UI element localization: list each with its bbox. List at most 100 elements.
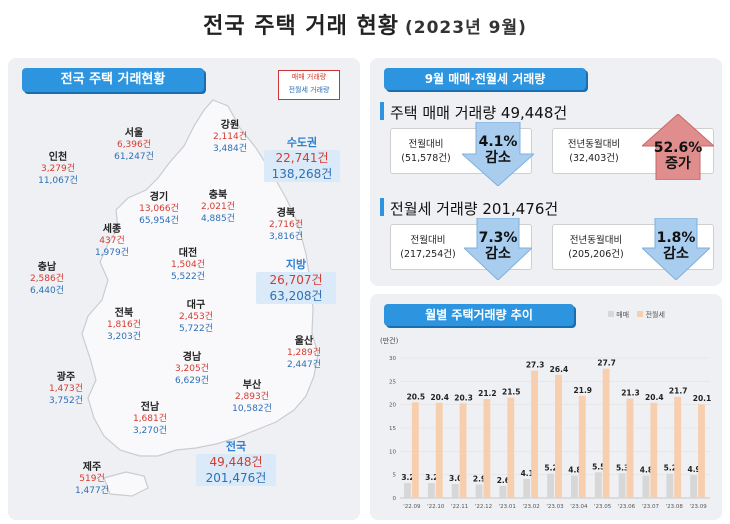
- bar-sale: [523, 478, 531, 498]
- x-tick-label: '23.09: [689, 504, 707, 510]
- region-lease: 65,954건: [139, 216, 179, 226]
- bar-label: 26.4: [550, 365, 569, 374]
- region-lease: 6,440건: [29, 286, 65, 296]
- y-tick-label: 25: [389, 379, 396, 385]
- bar-lease: [578, 395, 586, 498]
- jeju-island: [103, 471, 149, 497]
- x-tick-label: '22.09: [403, 504, 421, 510]
- region-name: 부산: [242, 380, 262, 391]
- region-lease: 6,629건: [174, 376, 210, 386]
- sale-section-title: 주택 매매 거래량 49,448건: [390, 104, 568, 122]
- page-title-main: 전국 주택 거래 현황: [203, 14, 399, 39]
- bar-sale: [451, 484, 459, 498]
- x-tick-label: '23.02: [523, 504, 540, 510]
- region-sale: 2,114건: [212, 132, 248, 142]
- legend-sale-swatch: [608, 311, 614, 317]
- bar-lease: [674, 396, 682, 498]
- region-name: 인천: [48, 152, 68, 163]
- region-sale: 3,205건: [174, 364, 210, 374]
- region-gangwon: 강원 2,114건 3,484건: [200, 116, 260, 155]
- bar-lease: [459, 403, 467, 498]
- bar-label: 27.7: [597, 359, 616, 368]
- region-name: 경남: [182, 352, 202, 363]
- aggregate-nation: 전국 49,448건 201,476건: [196, 438, 276, 486]
- region-lease: 1,979건: [94, 248, 130, 258]
- bar-lease: [435, 402, 443, 498]
- lease-yoy-dir: 감소: [663, 246, 689, 262]
- bar-label: 2.6: [497, 476, 510, 485]
- region-name: 경기: [149, 192, 169, 203]
- sale-mom-pct: 4.1%: [478, 134, 518, 150]
- x-tick-label: '23.01: [499, 504, 516, 510]
- bar-label: 4.9: [687, 465, 700, 474]
- bar-sale: [570, 475, 578, 498]
- region-lease: 3,203건: [106, 332, 142, 342]
- bar-label: 20.1: [693, 394, 712, 403]
- lease-yoy-pct: 1.8%: [656, 230, 696, 246]
- region-daejeon: 대전 1,504건 5,522건: [160, 244, 216, 283]
- region-lease: 3,484건: [212, 144, 248, 154]
- bar-label: 5.2: [544, 464, 557, 473]
- bar-lease: [650, 402, 658, 498]
- region-sale: 1,816건: [106, 320, 142, 330]
- page-title: 전국 주택 거래 현황 (2023년 9월): [0, 8, 730, 40]
- bar-sale: [642, 475, 650, 498]
- region-name: 충북: [208, 190, 228, 201]
- y-tick-label: 5: [393, 473, 397, 479]
- aggregate-sale: 26,707건: [269, 273, 323, 287]
- bar-label: 21.5: [502, 388, 521, 397]
- lease-yoy-label: 전년동월대비: [569, 235, 623, 246]
- region-name: 대구: [186, 300, 206, 311]
- region-name: 울산: [294, 336, 314, 347]
- sale-mom-label: 전월대비: [408, 139, 444, 150]
- korea-map: [81, 99, 319, 497]
- region-sale: 2,021건: [200, 202, 236, 212]
- region-lease: 3,816건: [268, 232, 304, 242]
- bar-label: 5.5: [592, 462, 605, 471]
- legend-lease-label: 전월세 거래량: [288, 86, 330, 94]
- bar-sale: [427, 483, 435, 498]
- region-lease: 61,247건: [114, 152, 154, 162]
- region-sale: 1,681건: [132, 414, 168, 424]
- korea-map-shape: [81, 99, 319, 457]
- region-lease: 3,270건: [132, 426, 168, 436]
- region-sale: 1,473건: [48, 384, 84, 394]
- bar-label: 3.0: [449, 474, 462, 483]
- y-tick-label: 30: [389, 356, 396, 362]
- region-sale: 2,893건: [234, 392, 270, 402]
- bar-label: 20.5: [407, 392, 426, 401]
- legend-lease-name: 전월세: [645, 311, 665, 319]
- sale-yoy-pct: 52.6%: [653, 140, 703, 156]
- legend-sale-label: 매매 거래량: [291, 73, 327, 81]
- region-sale: 6,396건: [116, 140, 152, 150]
- region-jeonnam: 전남 1,681건 3,270건: [122, 398, 178, 437]
- region-name: 강원: [220, 120, 240, 131]
- bar-label: 4.8: [640, 466, 653, 475]
- region-gyeonggi: 경기 13,066건 65,954건: [126, 188, 192, 227]
- aggregate-values: 26,707건 63,208건: [256, 272, 336, 304]
- trend-panel-header: 월별 주택거래량 추이: [384, 304, 574, 326]
- lease-mom-arrow: [464, 218, 532, 280]
- region-lease: 3,752건: [48, 396, 84, 406]
- region-chungbuk: 충북 2,021건 4,885건: [188, 186, 248, 225]
- bar-sale: [499, 485, 507, 498]
- x-tick-label: '23.07: [642, 504, 660, 510]
- region-sejong: 세종 437건 1,979건: [84, 220, 140, 259]
- sale-yoy-base: (32,403건): [569, 153, 619, 164]
- region-busan: 부산 2,893건 10,582건: [222, 376, 282, 415]
- region-name: 대전: [178, 248, 198, 259]
- region-sale: 3,279건: [40, 164, 76, 174]
- bar-lease: [698, 404, 705, 498]
- bar-lease: [626, 398, 634, 498]
- bar-label: 5.2: [664, 464, 677, 473]
- bar-label: 21.9: [574, 386, 593, 395]
- region-sale: 13,066건: [139, 204, 179, 214]
- bar-label: 21.7: [669, 387, 688, 396]
- region-name: 전남: [140, 402, 160, 413]
- lease-yoy-base: (205,206건): [568, 249, 624, 260]
- bar-sale: [475, 484, 483, 498]
- volume-panel-header: 9월 매매·전월세 거래량: [384, 68, 586, 90]
- aggregate-capital: 수도권 22,741건 138,268건: [264, 134, 340, 182]
- aggregate-lease: 63,208건: [269, 289, 323, 303]
- region-jeonbuk: 전북 1,816건 3,203건: [96, 304, 152, 343]
